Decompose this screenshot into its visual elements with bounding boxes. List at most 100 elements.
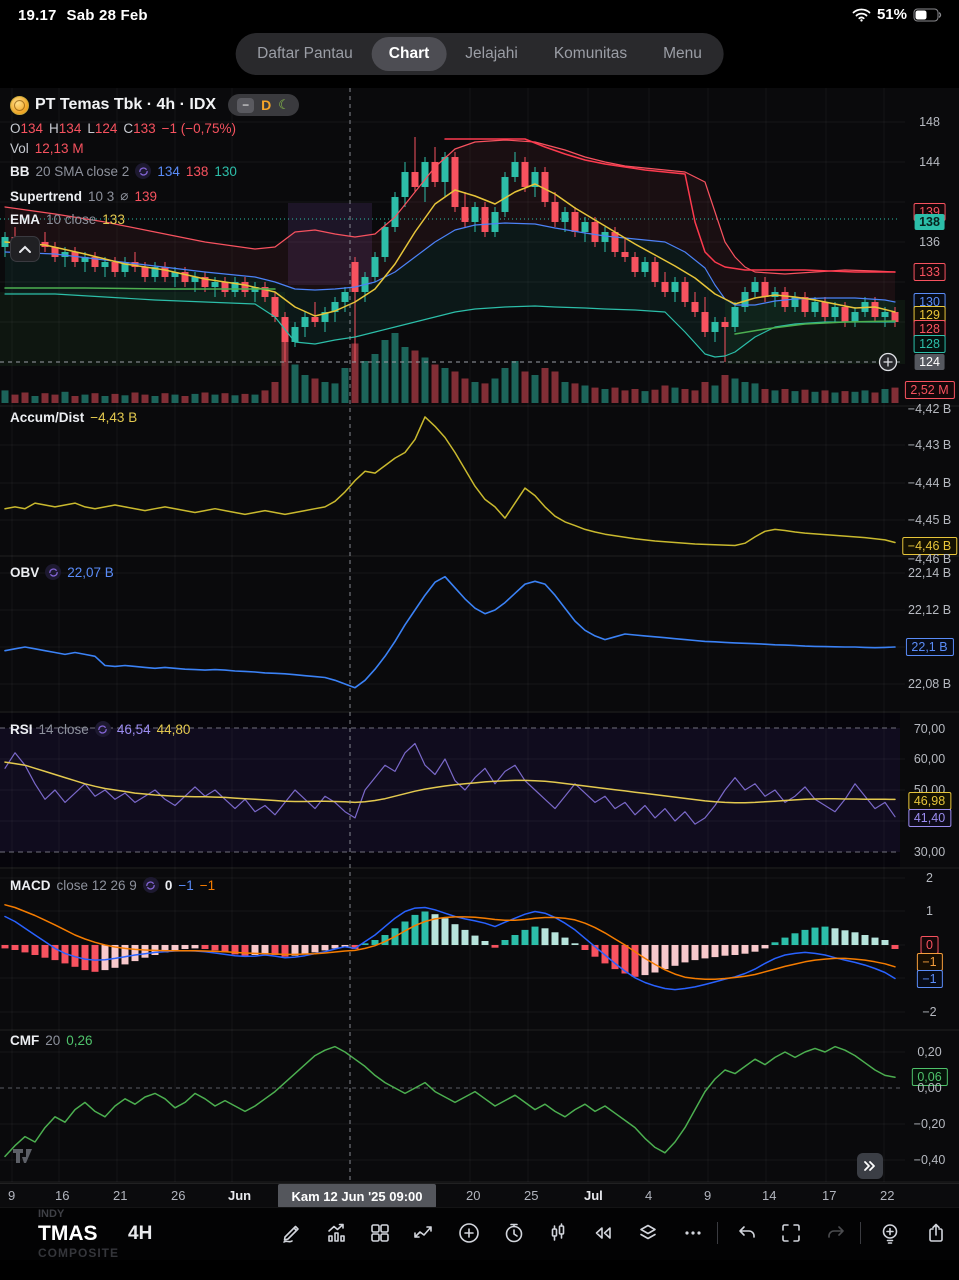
status-bar: 19.17 Sab 28 Feb 51% [0,0,959,30]
price-label: 0,20 [917,1045,942,1059]
price-label: 0,06 [911,1068,948,1086]
redo-icon[interactable] [822,1219,850,1247]
share-icon[interactable] [922,1219,950,1247]
high-label: H [49,121,59,136]
nav-tab-jelajahi[interactable]: Jelajahi [465,45,518,62]
price-label: −1 [916,970,943,988]
price-label: −4,46 B [901,537,958,555]
price-label: −4,42 B [907,402,952,416]
battery-percent: 51% [876,6,907,23]
change-value: −1 (−0,75%) [161,121,236,136]
draw-icon[interactable] [277,1219,305,1247]
time-tick: 25 [524,1188,539,1203]
idea-icon[interactable] [876,1219,904,1247]
price-label: −4,46 B [907,552,952,566]
price-label: 1 [926,904,933,918]
volume-label: Vol [10,141,29,156]
low-value: 124 [94,121,118,136]
price-label: 2 [926,871,933,885]
top-nav: Daftar Pantau Chart Jelajahi Komunitas Menu [235,33,724,75]
object-tree-icon[interactable] [634,1219,662,1247]
nav-tab-komunitas[interactable]: Komunitas [553,45,628,62]
time-tick: Jun [228,1188,252,1203]
price-label: 41,40 [907,809,952,827]
undo-icon[interactable] [733,1219,761,1247]
price-label: 128 [913,320,946,338]
symbol-below: COMPOSITE [38,1246,120,1260]
high-value: 134 [58,121,82,136]
price-label: 0 [920,936,939,954]
nav-tab-daftar-pantau[interactable]: Daftar Pantau [257,45,353,62]
sync-icon [142,877,159,893]
time-tick: 16 [55,1188,70,1203]
price-label: 70,00 [913,722,946,736]
price-label: 46,98 [907,792,952,810]
symbol-switcher[interactable]: INDY TMAS COMPOSITE [38,1208,120,1260]
tradingview-logo [12,1148,38,1169]
price-label: 0,00 [917,1081,942,1095]
price-label: 148 [919,115,940,129]
ohlc-row: O134 H134 L124 C133 −1 (−0,75%) [10,121,236,136]
time-tick: 14 [762,1188,777,1203]
alert-clock-icon[interactable] [500,1219,528,1247]
time-tick: 4 [645,1188,653,1203]
symbol-title-row[interactable]: PT Temas Tbk · 4h · IDX − D ☾ [10,94,299,116]
fullscreen-icon[interactable] [777,1219,805,1247]
time-tick: 17 [822,1188,837,1203]
price-axis[interactable]: 148 144 139 138 136 133 130 129 128 128 124 2,52 M −… [900,0,959,1280]
time-axis[interactable]: Kam 12 Jun '25 09:00 9 16 21 26 Jun 20 25 Jul 4 9… [0,1183,959,1208]
time-tick: 21 [113,1188,128,1203]
symbol-current: TMAS [38,1222,98,1245]
layout-grid-icon[interactable] [366,1219,394,1247]
supertrend-legend[interactable]: Supertrend 10 3 ⌀ 139 [10,188,157,204]
battery-icon [913,8,942,21]
chart-background [0,88,959,1207]
time-tick: 22 [880,1188,895,1203]
diameter-icon: ⌀ [120,188,129,203]
volume-value: 12,13 M [34,141,84,156]
crosshair-plus-icon[interactable] [877,351,899,378]
more-icon[interactable] [679,1219,707,1247]
chevron-up-icon [19,245,31,253]
time-tick: 26 [171,1188,186,1203]
time-tick: 20 [466,1188,481,1203]
price-label: 60,00 [913,752,946,766]
chart-style-icon[interactable] [545,1219,573,1247]
price-label: 22,1 B [905,638,954,656]
open-value: 134 [20,121,44,136]
bb-legend[interactable]: BB 20 SMA close 2 134 138 130 [10,163,237,179]
indicators-icon[interactable] [322,1219,350,1247]
price-label: −4,44 B [907,476,952,490]
replay-icon[interactable] [589,1219,617,1247]
collapse-legend-button[interactable] [10,236,40,262]
bottom-toolbar: INDY TMAS COMPOSITE 4H [0,1207,959,1260]
interval-button[interactable]: 4H [128,1223,153,1244]
dash-icon: − [237,97,255,113]
price-label: 133 [913,263,946,281]
symbol-title[interactable]: PT Temas Tbk · 4h · IDX [35,96,217,113]
chevrons-right-icon[interactable] [857,1153,883,1179]
accdist-legend[interactable]: Accum/Dist −4,43 B [10,410,138,425]
crosshair-time-label: Kam 12 Jun '25 09:00 [278,1184,436,1208]
status-date: Sab 28 Feb [66,7,148,24]
symbol-above: INDY [38,1208,65,1220]
price-label: 30,00 [913,845,946,859]
obv-legend[interactable]: OBV 22,07 B [10,564,114,580]
time-tick: Jul [584,1188,603,1203]
session-pill[interactable]: − D ☾ [228,94,299,116]
ema-legend[interactable]: EMA 10 close 133 [10,212,125,227]
rsi-legend[interactable]: RSI 14 close 46,54 44,80 [10,721,191,737]
cmf-legend[interactable]: CMF 20 0,26 [10,1033,93,1048]
add-circle-icon[interactable] [455,1219,483,1247]
sync-icon [94,721,111,737]
macd-legend[interactable]: MACD close 12 26 9 0 −1 −1 [10,877,216,893]
nav-tab-chart[interactable]: Chart [371,37,447,71]
patterns-icon[interactable] [410,1219,438,1247]
price-label: 128 [913,335,946,353]
price-label: 22,14 B [907,566,952,580]
nav-tab-menu[interactable]: Menu [663,45,702,62]
close-value: 133 [133,121,156,136]
